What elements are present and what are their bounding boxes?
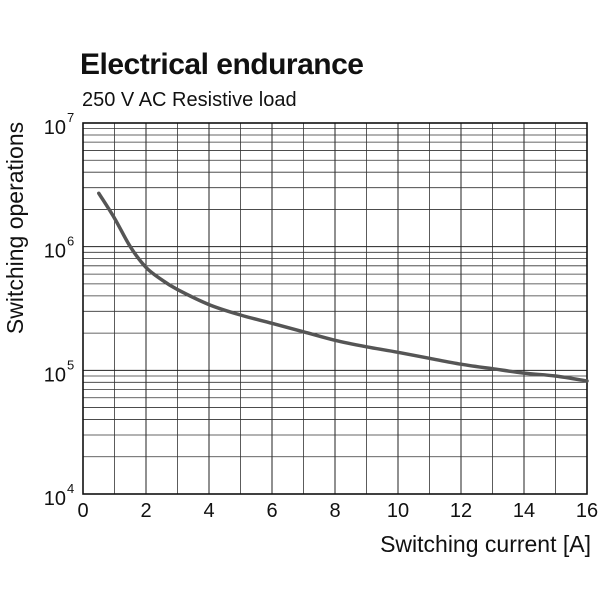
endurance-curve <box>97 191 589 383</box>
y-tick-label: 10 6 <box>44 234 74 263</box>
y-tick-base: 10 <box>44 488 66 510</box>
x-tick-label: 14 <box>513 500 535 522</box>
chart-subtitle: 250 V AC Resistive load <box>82 89 297 111</box>
x-tick-label: 0 <box>77 500 88 522</box>
x-tick-label: 6 <box>266 500 277 522</box>
plot-frame <box>82 122 588 495</box>
y-tick-label: 10 4 <box>44 481 74 510</box>
y-tick-base: 10 <box>44 364 66 386</box>
y-tick-exponent: 7 <box>67 110 74 125</box>
x-tick-label: 10 <box>387 500 409 522</box>
y-tick-base: 10 <box>44 241 66 263</box>
x-tick-label: 16 <box>576 500 598 522</box>
y-tick-exponent: 5 <box>67 357 74 372</box>
x-tick-label: 12 <box>450 500 472 522</box>
chart-title: Electrical endurance <box>80 48 363 81</box>
curve-layer <box>97 191 589 383</box>
y-tick-label: 10 5 <box>44 357 74 386</box>
y-tick-label: 10 7 <box>44 110 74 139</box>
y-axis-label: Switching operations <box>2 122 28 334</box>
y-tick-base: 10 <box>44 117 66 139</box>
x-tick-label: 4 <box>203 500 214 522</box>
x-axis-label: Switching current [A] <box>380 531 591 557</box>
y-tick-exponent: 6 <box>67 234 74 249</box>
grid-lines <box>83 123 587 494</box>
x-tick-labels: 0 2 4 6 8 10 12 14 16 <box>77 500 598 522</box>
y-tick-exponent: 4 <box>67 481 74 496</box>
x-tick-label: 8 <box>329 500 340 522</box>
x-tick-label: 2 <box>140 500 151 522</box>
